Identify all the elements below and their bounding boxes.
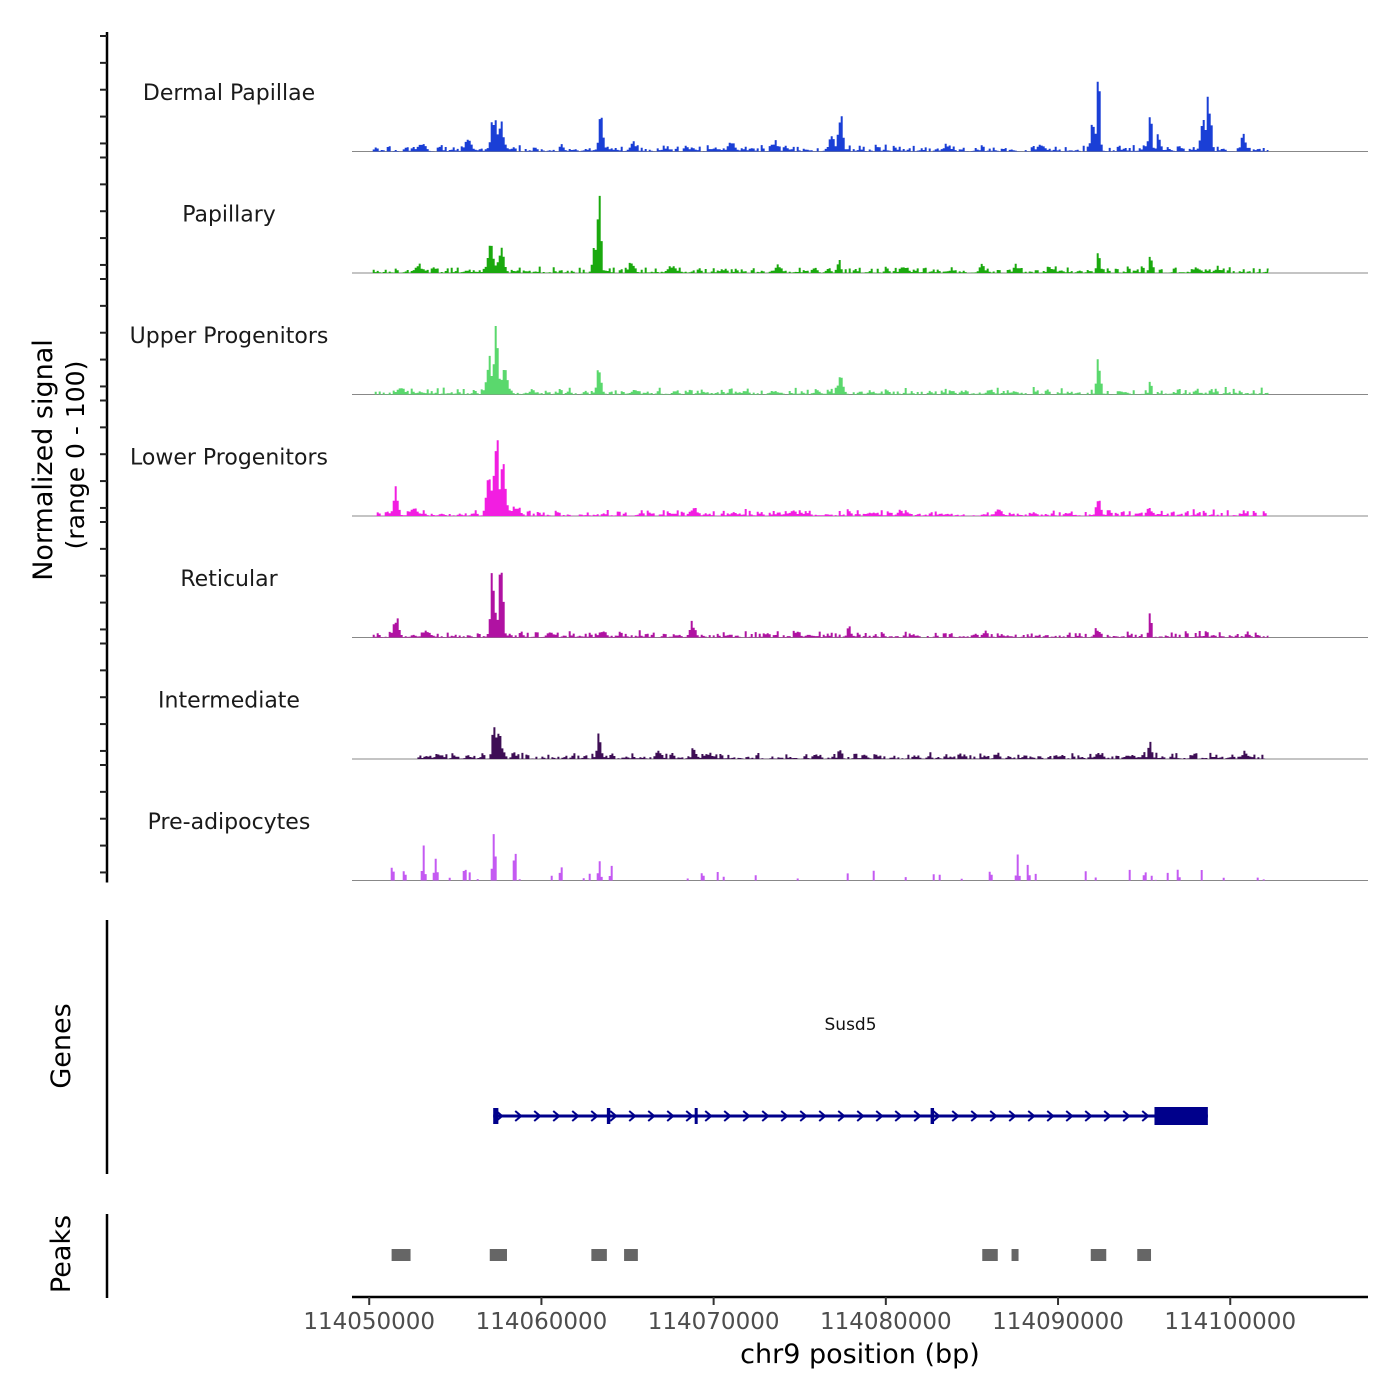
- peak-region: [489, 1249, 507, 1261]
- strand-arrow: [1065, 1110, 1074, 1122]
- strand-arrow: [723, 1110, 732, 1122]
- strand-arrow: [837, 1110, 846, 1122]
- x-tick-label: 114080000: [820, 1309, 952, 1335]
- track-signal-area: [417, 727, 1266, 759]
- track-signal-area: [372, 440, 1269, 516]
- strand-arrow: [1122, 1110, 1131, 1122]
- strand-arrow: [514, 1110, 523, 1122]
- track-signal-area: [372, 195, 1269, 273]
- strand-arrow: [609, 1110, 618, 1122]
- peak-region: [1090, 1249, 1107, 1261]
- strand-arrow: [1027, 1110, 1036, 1122]
- x-tick-label: 114090000: [992, 1309, 1124, 1335]
- peak-region: [1011, 1249, 1019, 1261]
- track-signal-area: [372, 326, 1269, 395]
- gene-susd5: Susd5: [493, 1015, 1208, 1125]
- track-lower-progenitors: Lower Progenitors: [130, 440, 1368, 517]
- track-papillary: Papillary: [182, 195, 1368, 274]
- x-tick-label: 114100000: [1164, 1309, 1296, 1335]
- y-axis-subtitle: (range 0 - 100): [61, 361, 90, 550]
- strand-arrow: [761, 1110, 770, 1122]
- strand-arrow: [1008, 1110, 1017, 1122]
- strand-arrow: [533, 1110, 542, 1122]
- x-tick-label: 114060000: [476, 1309, 608, 1335]
- strand-arrow: [1046, 1110, 1055, 1122]
- gene-label: Susd5: [825, 1015, 877, 1035]
- strand-arrow: [666, 1110, 675, 1122]
- x-tick-label: 114050000: [303, 1309, 435, 1335]
- gene-exon: [930, 1108, 935, 1124]
- strand-arrow: [970, 1110, 979, 1122]
- strand-arrow: [590, 1110, 599, 1122]
- track-label: Reticular: [180, 567, 278, 592]
- genes-panel: Susd5: [105, 920, 1208, 1174]
- track-signal-area: [372, 81, 1269, 152]
- peak-region: [1137, 1249, 1152, 1261]
- track-label: Intermediate: [158, 689, 300, 714]
- track-signal-area: [372, 572, 1269, 638]
- track-intermediate: Intermediate: [158, 689, 1368, 760]
- peak-region: [624, 1249, 638, 1261]
- strand-arrow: [989, 1110, 998, 1122]
- strand-arrow: [875, 1110, 884, 1122]
- gene-exon: [606, 1108, 611, 1124]
- strand-arrow: [628, 1110, 637, 1122]
- strand-arrow: [894, 1110, 903, 1122]
- peak-region: [982, 1249, 998, 1261]
- gene-exon: [1154, 1107, 1208, 1125]
- strand-arrow: [818, 1110, 827, 1122]
- strand-arrow: [1103, 1110, 1112, 1122]
- gene-exon: [493, 1108, 499, 1124]
- track-label: Upper Progenitors: [130, 324, 329, 349]
- x-axis: 114050000 114060000 114070000 114080000 1140…: [303, 1295, 1368, 1335]
- peaks-panel: [105, 1214, 1152, 1298]
- track-label: Dermal Papillae: [143, 81, 315, 106]
- strand-arrow: [932, 1110, 941, 1122]
- y-axis-title: Normalized signal: [28, 339, 59, 581]
- track-pre-adipocytes: Pre-adipocytes: [148, 810, 1368, 881]
- x-axis-title: chr9 position (bp): [740, 1339, 980, 1370]
- strand-arrow: [951, 1110, 960, 1122]
- track-upper-progenitors: Upper Progenitors: [130, 324, 1368, 395]
- track-dermal-papillae: Dermal Papillae: [143, 81, 1368, 152]
- genes-axis-title: Genes: [46, 1003, 77, 1088]
- strand-arrow: [571, 1110, 580, 1122]
- peak-region: [591, 1249, 607, 1261]
- strand-arrow: [799, 1110, 808, 1122]
- strand-arrow: [856, 1110, 865, 1122]
- x-tick-label: 114070000: [648, 1309, 780, 1335]
- track-signal-area: [372, 834, 1269, 881]
- peak-region: [391, 1249, 411, 1261]
- track-label: Pre-adipocytes: [148, 810, 311, 835]
- strand-arrow: [780, 1110, 789, 1122]
- strand-arrow: [913, 1110, 922, 1122]
- strand-arrow: [552, 1110, 561, 1122]
- gene-exon: [694, 1108, 698, 1124]
- coverage-tracks: Dermal Papillae Papillary Upper Progenitor…: [130, 81, 1368, 881]
- track-label: Papillary: [182, 203, 276, 228]
- track-reticular: Reticular: [180, 567, 1368, 638]
- track-label: Lower Progenitors: [130, 446, 328, 471]
- strand-arrow: [685, 1110, 694, 1122]
- strand-arrow: [1141, 1110, 1150, 1122]
- strand-arrow: [647, 1110, 656, 1122]
- strand-arrow: [742, 1110, 751, 1122]
- strand-arrow: [1084, 1110, 1093, 1122]
- signal-y-axis: [100, 32, 109, 883]
- peaks-axis-title: Peaks: [46, 1215, 77, 1293]
- strand-arrow: [704, 1110, 713, 1122]
